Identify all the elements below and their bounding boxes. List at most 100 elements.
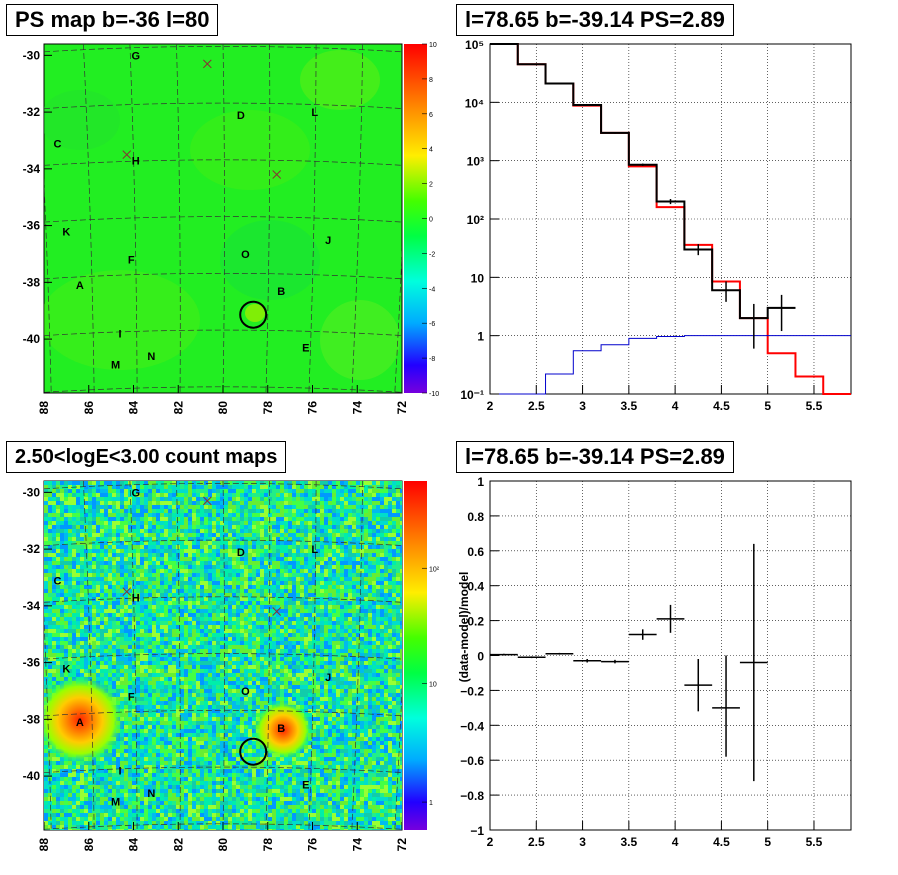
count-pixel [176,521,180,525]
count-pixel [292,517,296,521]
count-pixel [72,489,76,493]
count-pixel [128,565,132,569]
count-pixel [304,565,308,569]
count-pixel [300,489,304,493]
count-pixel [292,629,296,633]
count-pixel [212,553,216,557]
count-pixel [176,641,180,645]
count-pixel [68,605,72,609]
count-pixel [296,645,300,649]
count-pixel [264,493,268,497]
count-pixel [132,525,136,529]
count-pixel [88,589,92,593]
count-pixel [104,509,108,513]
count-pixel [80,661,84,665]
count-pixel [188,497,192,501]
grid-parallel [44,102,402,109]
count-pixel [384,637,388,641]
count-pixel [96,657,100,661]
count-pixel [356,485,360,489]
count-pixel [252,609,256,613]
count-pixel [168,637,172,641]
count-pixel [84,485,88,489]
count-pixel [256,505,260,509]
count-pixel [244,605,248,609]
count-pixel [80,553,84,557]
count-pixel [164,553,168,557]
count-pixel [168,533,172,537]
count-pixel [156,557,160,561]
count-pixel [172,497,176,501]
count-pixel [188,581,192,585]
count-pixel [316,481,320,485]
count-pixel [176,685,180,689]
count-pixel [180,593,184,597]
count-pixel [224,609,228,613]
count-pixel [156,553,160,557]
count-pixel [168,677,172,681]
count-pixel [312,657,316,661]
count-pixel [128,493,132,497]
count-pixel [100,525,104,529]
count-pixel [340,497,344,501]
count-pixel [192,513,196,517]
count-pixel [280,617,284,621]
count-pixel [136,673,140,677]
count-pixel [280,665,284,669]
count-pixel [108,525,112,529]
count-pixel [272,549,276,553]
count-pixel [328,689,332,693]
count-pixel [336,677,340,681]
count-pixel [312,497,316,501]
source-label-h: H [132,155,140,167]
count-pixel [168,589,172,593]
count-pixel [324,501,328,505]
grid-meridian [308,44,317,393]
count-pixel [300,557,304,561]
count-pixel [112,653,116,657]
count-pixel [176,629,180,633]
count-pixel [156,561,160,565]
count-pixel [204,537,208,541]
count-pixel [156,669,160,673]
count-pixel [148,665,152,669]
count-pixel [92,573,96,577]
count-pixel [292,645,296,649]
count-pixel [252,661,256,665]
count-pixel [352,617,356,621]
count-pixel [208,601,212,605]
count-pixel [336,493,340,497]
count-pixel [112,677,116,681]
count-pixel [168,545,172,549]
count-pixel [212,593,216,597]
count-pixel [200,489,204,493]
count-pixel [76,641,80,645]
count-pixel [332,517,336,521]
count-pixel [400,557,402,561]
count-pixel [336,585,340,589]
count-pixel [300,573,304,577]
count-pixel [56,501,60,505]
count-pixel [352,645,356,649]
count-pixel [140,513,144,517]
count-pixel [396,613,400,617]
count-pixel [92,625,96,629]
count-pixel [312,689,316,693]
count-pixel [224,677,228,681]
count-pixel [296,629,300,633]
count-pixel [220,669,224,673]
count-pixel [200,521,204,525]
count-pixel [316,613,320,617]
count-pixel [124,649,128,653]
count-pixel [292,681,296,685]
count-pixel [136,537,140,541]
count-pixel [196,689,200,693]
count-pixel [76,649,80,653]
count-pixel [196,545,200,549]
colorbar-tick-label: 8 [429,77,433,84]
count-pixel [96,617,100,621]
count-pixel [160,513,164,517]
count-pixel [376,541,380,545]
count-pixel [56,629,60,633]
count-pixel [364,517,368,521]
